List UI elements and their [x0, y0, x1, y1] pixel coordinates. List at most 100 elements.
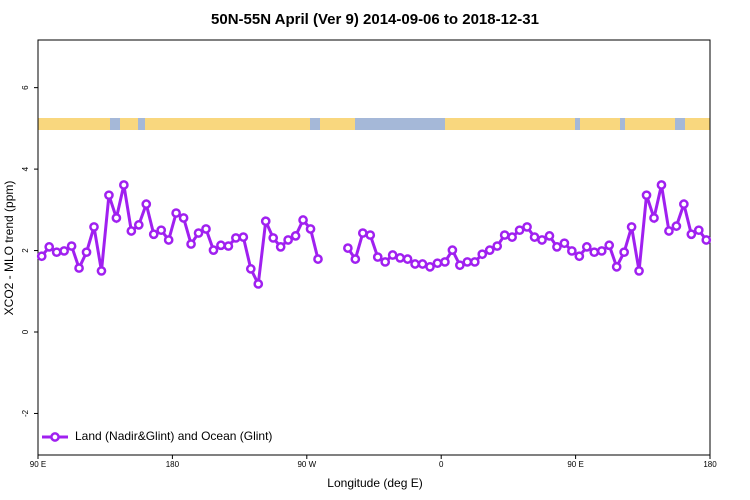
data-point [208, 245, 219, 255]
data-point [96, 266, 107, 276]
data-point [529, 232, 540, 242]
data-point [395, 253, 405, 263]
data-point [611, 261, 622, 272]
y-tick-label: 6 [21, 85, 30, 90]
data-point [126, 226, 137, 236]
data-point [81, 247, 92, 258]
data-point [66, 241, 77, 251]
data-point [89, 222, 99, 232]
data-point [619, 247, 629, 258]
data-point [372, 252, 383, 262]
data-point [141, 199, 152, 209]
data-point [693, 225, 704, 236]
data-point [686, 229, 697, 240]
data-point [216, 240, 226, 251]
data-point [343, 243, 353, 253]
data-point [417, 259, 428, 269]
data-point [119, 180, 129, 190]
data-point [186, 239, 196, 249]
data-point [156, 225, 167, 236]
data-point [537, 235, 547, 245]
data-point [171, 208, 181, 218]
data-point [268, 233, 279, 243]
data-point [111, 213, 122, 223]
y-tick-label: 4 [21, 166, 30, 171]
data-point [245, 264, 256, 274]
data-point [634, 266, 644, 276]
x-tick-label: 90 W [297, 460, 316, 469]
data-point [201, 224, 211, 234]
x-tick-label: 180 [166, 460, 180, 469]
data-point [626, 222, 637, 232]
data-point [656, 180, 667, 190]
x-tick-label: 90 E [567, 460, 583, 469]
data-point [313, 254, 323, 264]
data-point [499, 230, 510, 240]
data-point [522, 222, 532, 232]
data-point [671, 221, 682, 231]
y-tick-label: 0 [21, 329, 30, 334]
data-point [163, 235, 174, 245]
chart-title: 50N-55N April (Ver 9) 2014-09-06 to 2018… [211, 11, 539, 28]
data-point [410, 259, 420, 269]
data-point [36, 251, 47, 262]
plot-frame [37, 39, 711, 456]
data-point [44, 242, 55, 252]
data-point [380, 257, 391, 267]
legend-marker [50, 432, 60, 442]
data-point [59, 246, 69, 256]
x-tick-label: 0 [439, 460, 444, 469]
legend-label: Land (Nadir&Glint) and Ocean (Glint) [75, 429, 272, 443]
data-point [402, 254, 413, 264]
data-point [223, 241, 234, 251]
data-point [492, 241, 503, 251]
x-tick-label: 90 E [30, 460, 46, 469]
y-axis-label: XCO2 - MLO trend (ppm) [2, 181, 16, 316]
data-point [641, 190, 652, 201]
x-axis-label: Longitude (deg E) [327, 476, 422, 490]
data-point [148, 229, 159, 240]
data-point [260, 216, 271, 227]
data-point [514, 225, 525, 236]
data-point [544, 231, 555, 241]
land-ocean-strip [38, 118, 710, 130]
data-point [298, 215, 308, 225]
data-point [387, 250, 398, 260]
data-point [283, 235, 293, 245]
data-point [231, 233, 241, 243]
data-point [574, 251, 585, 262]
data-point [469, 257, 480, 267]
data-point [604, 240, 615, 251]
data-point [51, 247, 62, 258]
data-point [133, 220, 144, 230]
data-point [567, 246, 577, 256]
x-tick-label: 180 [703, 460, 717, 469]
data-point [462, 257, 473, 267]
data-point [455, 260, 465, 271]
data-point [432, 258, 443, 269]
data-point [253, 279, 264, 289]
data-point [552, 242, 562, 252]
data-point [581, 242, 592, 252]
data-point [275, 242, 286, 252]
data-point [447, 245, 458, 255]
y-tick-label: -2 [21, 409, 30, 417]
data-point [679, 199, 689, 209]
data-point [350, 254, 361, 264]
data-point [701, 235, 712, 245]
data-point [596, 246, 607, 256]
data-point [559, 238, 570, 249]
data-point [477, 249, 488, 260]
data-point [178, 213, 189, 223]
y-tick-label: 2 [21, 248, 30, 253]
data-point [589, 247, 600, 258]
data-point [649, 213, 659, 223]
data-point [74, 263, 84, 273]
data-point [193, 228, 204, 238]
data-point [365, 230, 376, 240]
data-point [357, 228, 368, 238]
data-point [484, 245, 495, 255]
data-point [664, 226, 674, 236]
data-point [440, 257, 450, 267]
